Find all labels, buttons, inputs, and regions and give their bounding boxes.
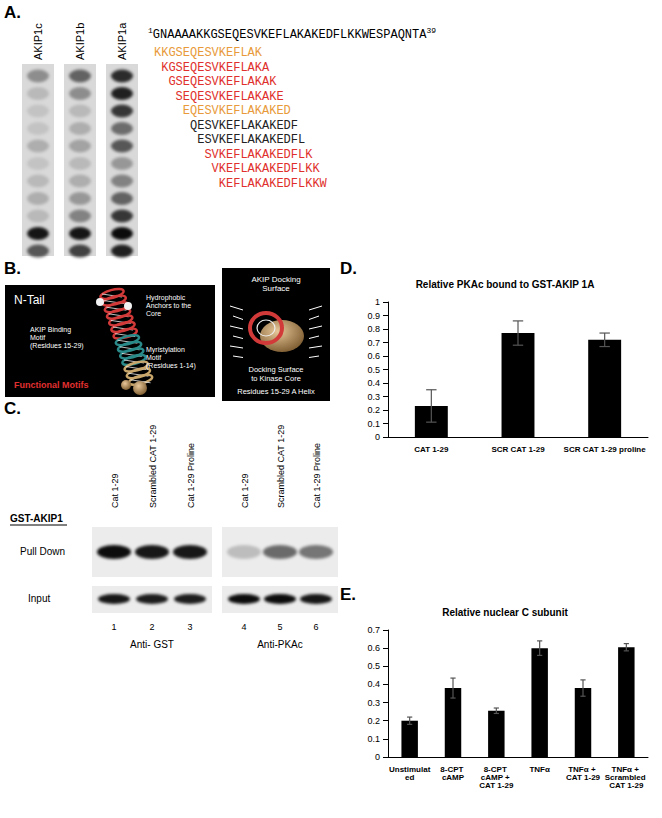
- svg-text:Unstimulat: Unstimulat: [389, 764, 431, 774]
- svg-text:0: 0: [375, 432, 380, 442]
- svg-text:0.4: 0.4: [367, 679, 380, 689]
- svg-text:0.3: 0.3: [367, 698, 380, 708]
- svg-text:cAMP: cAMP: [442, 773, 465, 782]
- svg-text:CAT 1-29: CAT 1-29: [609, 781, 644, 790]
- svg-text:Hydrophobic: Hydrophobic: [146, 294, 186, 302]
- svg-text:1: 1: [375, 297, 380, 307]
- svg-text:8-CPT: 8-CPT: [483, 764, 509, 774]
- svg-text:Cat 1-29: Cat 1-29: [110, 473, 120, 508]
- svg-text:TNFα: TNFα: [529, 765, 550, 774]
- svg-text:0.9: 0.9: [367, 311, 380, 321]
- svg-text:QESVKEFLAKAKEDF: QESVKEFLAKAKEDF: [190, 119, 298, 133]
- svg-text:Relative PKAc bound to GST-AKI: Relative PKAc bound to GST-AKIP 1A: [416, 279, 595, 290]
- svg-text:N-Tail: N-Tail: [14, 293, 45, 307]
- svg-text:C.: C.: [4, 399, 21, 418]
- svg-text:AKIP1a: AKIP1a: [116, 22, 128, 60]
- svg-text:ed: ed: [405, 773, 414, 782]
- svg-text:4: 4: [241, 622, 246, 632]
- svg-text:0.4: 0.4: [367, 378, 380, 388]
- svg-text:to Kinase Core: to Kinase Core: [251, 374, 301, 383]
- svg-text:Pull Down: Pull Down: [20, 546, 65, 557]
- svg-text:0.6: 0.6: [367, 351, 380, 361]
- svg-text:(Residues 15-29): (Residues 15-29): [30, 342, 84, 350]
- svg-text:Residues 15-29 A Helix: Residues 15-29 A Helix: [237, 387, 315, 396]
- svg-text:1: 1: [111, 622, 116, 632]
- svg-text:0.1: 0.1: [367, 419, 380, 429]
- svg-text:E.: E.: [340, 585, 356, 604]
- svg-text:0.5: 0.5: [367, 661, 380, 671]
- svg-text:0.6: 0.6: [367, 643, 380, 653]
- svg-text:KGSEQESVKEFLAKA: KGSEQESVKEFLAKA: [161, 61, 270, 75]
- svg-text:0.8: 0.8: [367, 324, 380, 334]
- svg-text:AKIP Binding: AKIP Binding: [30, 326, 71, 334]
- svg-text:Motif: Motif: [146, 354, 161, 361]
- svg-text:KEFLAKAKEDFLKKW: KEFLAKAKEDFLKKW: [219, 177, 328, 191]
- svg-text:CAT 1-29: CAT 1-29: [566, 773, 601, 782]
- svg-text:0.5: 0.5: [367, 365, 380, 375]
- svg-text:SCR CAT 1-29 proline: SCR CAT 1-29 proline: [564, 445, 647, 454]
- svg-text:GSEQESVKEFLAKAK: GSEQESVKEFLAKAK: [168, 75, 277, 89]
- svg-text:TNFα +: TNFα +: [568, 764, 598, 774]
- svg-text:0.3: 0.3: [367, 392, 380, 402]
- svg-text:D.: D.: [340, 259, 357, 278]
- svg-text:SVKEFLAKAKEDFLK: SVKEFLAKAKEDFLK: [204, 148, 313, 162]
- svg-text:3: 3: [187, 622, 192, 632]
- svg-text:Input: Input: [28, 593, 50, 604]
- svg-text:Cat 1-29: Cat 1-29: [240, 473, 250, 508]
- svg-text:6: 6: [313, 622, 318, 632]
- svg-text:AKIP Docking: AKIP Docking: [251, 275, 300, 284]
- svg-text:B.: B.: [4, 259, 21, 278]
- svg-text:Docking Surface: Docking Surface: [248, 365, 303, 374]
- svg-text:2: 2: [149, 622, 154, 632]
- svg-text:Cat 1-29 Proline: Cat 1-29 Proline: [312, 443, 322, 508]
- svg-text:1GNAAAAKKGSEQESVKEFLAKAKEDFLKK: 1GNAAAAKKGSEQESVKEFLAKAKEDFLKKWESPAQNTA3…: [148, 26, 436, 42]
- svg-text:KKGSEQESVKEFLAK: KKGSEQESVKEFLAK: [154, 46, 263, 60]
- svg-text:Anti-PKAc: Anti-PKAc: [257, 639, 303, 650]
- svg-text:(Residues 1-14): (Residues 1-14): [146, 362, 196, 370]
- svg-text:ESVKEFLAKAKEDFL: ESVKEFLAKAKEDFL: [197, 133, 305, 147]
- svg-text:SCR CAT 1-29: SCR CAT 1-29: [491, 445, 545, 454]
- svg-text:0.2: 0.2: [367, 716, 380, 726]
- svg-text:GST-AKIP1: GST-AKIP1: [10, 513, 63, 524]
- svg-text:AKIP1c: AKIP1c: [32, 23, 44, 60]
- svg-text:0.7: 0.7: [367, 625, 380, 635]
- svg-text:0.2: 0.2: [367, 405, 380, 415]
- svg-text:8-CPT: 8-CPT: [440, 764, 466, 774]
- svg-text:CAT 1-29: CAT 1-29: [414, 445, 449, 454]
- svg-text:Myristylation: Myristylation: [146, 346, 185, 354]
- svg-text:Functional Motifs: Functional Motifs: [14, 380, 89, 390]
- svg-text:Core: Core: [146, 310, 161, 317]
- svg-text:CAT 1-29: CAT 1-29: [479, 781, 514, 790]
- svg-text:Scrambled CAT 1-29: Scrambled CAT 1-29: [276, 425, 286, 508]
- svg-text:EQESVKEFLAKAKED: EQESVKEFLAKAKED: [183, 104, 291, 118]
- svg-text:A.: A.: [4, 3, 21, 22]
- svg-text:Anchors to the: Anchors to the: [146, 302, 191, 309]
- svg-text:Relative nuclear C subunit: Relative nuclear C subunit: [442, 607, 568, 618]
- svg-text:Scrambled CAT 1-29: Scrambled CAT 1-29: [148, 425, 158, 508]
- svg-text:AKIP1b: AKIP1b: [74, 23, 86, 60]
- svg-text:cAMP +: cAMP +: [480, 772, 512, 782]
- svg-text:SEQESVKEFLAKAKE: SEQESVKEFLAKAKE: [176, 90, 284, 104]
- svg-text:Surface: Surface: [262, 284, 290, 293]
- svg-text:TNFα +: TNFα +: [611, 764, 642, 774]
- svg-text:Scrambled: Scrambled: [604, 772, 648, 782]
- svg-text:0.7: 0.7: [367, 338, 380, 348]
- svg-text:VKEFLAKAKEDFLKK: VKEFLAKAKEDFLKK: [212, 162, 321, 176]
- svg-text:Motif: Motif: [30, 334, 45, 341]
- svg-text:0: 0: [375, 752, 380, 762]
- svg-text:Anti- GST: Anti- GST: [130, 639, 174, 650]
- svg-text:0.1: 0.1: [367, 734, 380, 744]
- svg-text:Cat 1-29 Proline: Cat 1-29 Proline: [186, 443, 196, 508]
- svg-text:5: 5: [277, 622, 282, 632]
